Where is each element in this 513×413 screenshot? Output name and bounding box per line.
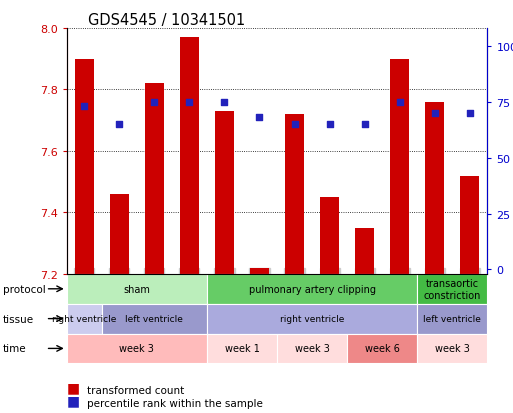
Bar	[417, 274, 487, 304]
Bar	[417, 334, 487, 363]
Text: ■: ■	[67, 380, 80, 394]
Bar	[110, 195, 129, 274]
Text: pulmonary artery clipping: pulmonary artery clipping	[249, 284, 376, 294]
Bar	[67, 274, 207, 304]
Text: week 6: week 6	[365, 344, 400, 354]
Text: right ventricle: right ventricle	[280, 314, 344, 323]
Point	[430, 110, 439, 117]
Bar	[320, 197, 339, 274]
Bar	[390, 59, 409, 274]
Text: transaortic
constriction: transaortic constriction	[424, 278, 481, 300]
Point	[220, 99, 228, 106]
Point	[115, 121, 123, 128]
Point	[466, 110, 474, 117]
Text: week 3: week 3	[435, 344, 470, 354]
Point	[255, 115, 264, 121]
Bar	[355, 228, 374, 274]
Text: protocol: protocol	[3, 284, 45, 294]
Bar	[67, 304, 102, 334]
Point	[361, 121, 369, 128]
Text: right ventricle: right ventricle	[52, 314, 116, 323]
Text: percentile rank within the sample: percentile rank within the sample	[87, 398, 263, 408]
Text: transformed count: transformed count	[87, 385, 185, 395]
Bar	[425, 102, 444, 274]
Bar	[102, 304, 207, 334]
Bar	[207, 304, 417, 334]
Bar	[347, 334, 417, 363]
Text: tissue: tissue	[3, 314, 34, 324]
Point	[150, 99, 159, 106]
Bar	[145, 84, 164, 274]
Bar	[74, 59, 94, 274]
Bar	[285, 115, 304, 274]
Text: left ventricle: left ventricle	[125, 314, 183, 323]
Text: week 3: week 3	[120, 344, 154, 354]
Point	[185, 99, 193, 106]
Bar	[207, 334, 277, 363]
Text: ■: ■	[67, 393, 80, 407]
Point	[80, 104, 88, 110]
Bar	[207, 274, 417, 304]
Bar	[417, 304, 487, 334]
Bar	[460, 176, 480, 274]
Text: week 3: week 3	[294, 344, 329, 354]
Bar	[277, 334, 347, 363]
Point	[396, 99, 404, 106]
Text: week 1: week 1	[225, 344, 260, 354]
Text: time: time	[3, 344, 26, 354]
Bar	[180, 38, 199, 274]
Bar	[67, 334, 207, 363]
Bar	[250, 268, 269, 274]
Bar	[215, 112, 234, 274]
Point	[290, 121, 299, 128]
Point	[325, 121, 333, 128]
Text: sham: sham	[123, 284, 150, 294]
Text: left ventricle: left ventricle	[423, 314, 481, 323]
Text: GDS4545 / 10341501: GDS4545 / 10341501	[88, 13, 245, 28]
